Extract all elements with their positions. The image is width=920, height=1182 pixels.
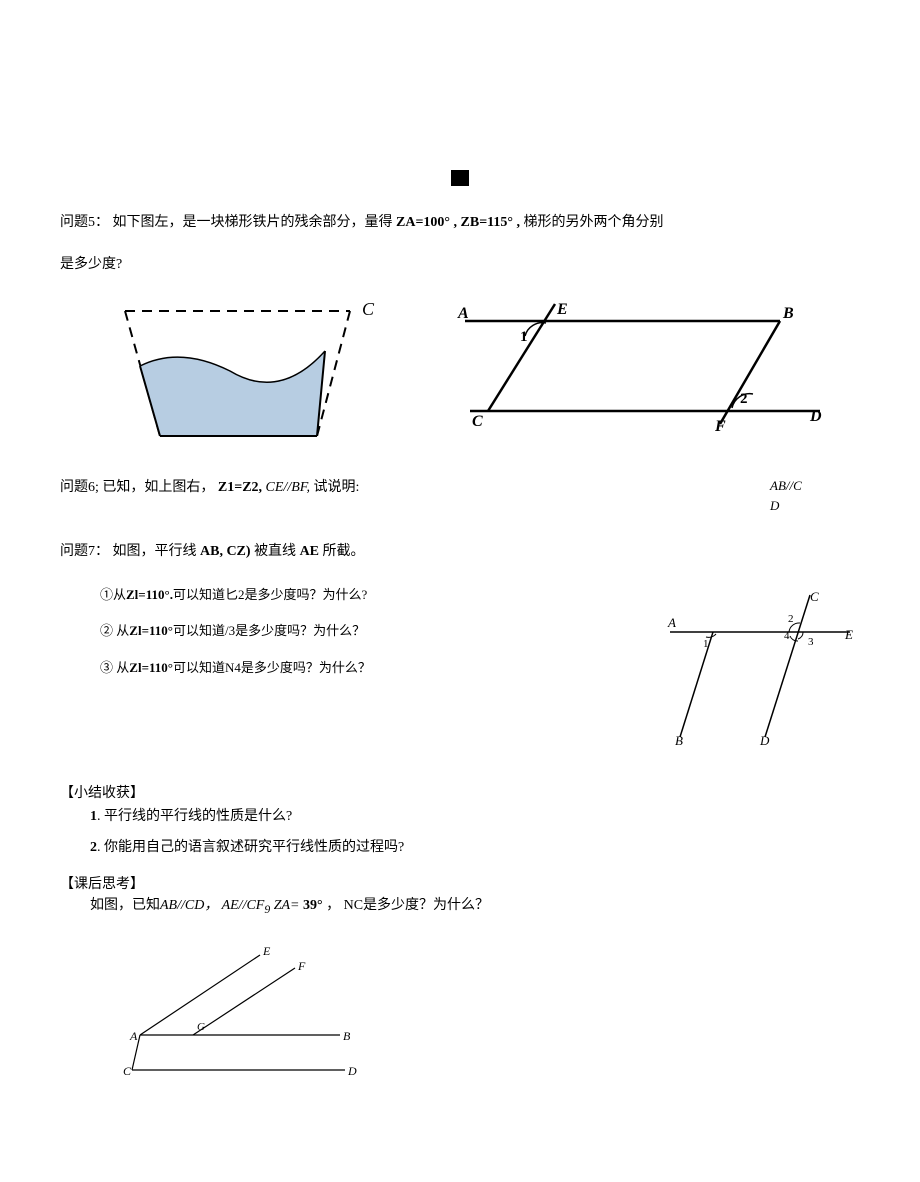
p7s3-prefix: 从 — [116, 660, 129, 675]
p7s2-rest: 可以知道/3是多少度吗？为什么？ — [173, 623, 365, 638]
problem6-prefix: 已知，如上图右， — [102, 480, 214, 495]
problem5-label: 问题5： — [60, 215, 109, 230]
problem7-sub1: ①从Zl=110°.可以知道匕2是多少度吗？为什么? — [100, 577, 371, 613]
trap-label-c: C — [362, 299, 375, 319]
svg-text:3: 3 — [808, 636, 814, 648]
problem6-eq: Z1=Z2, — [218, 480, 266, 495]
problem6-aside-l1: AB//C — [770, 476, 860, 496]
s2-num: 2 — [90, 840, 97, 855]
svg-text:2: 2 — [788, 613, 794, 625]
p7s2-prefix: 从 — [116, 623, 129, 638]
problem6-main: 问题6; 已知，如上图右， Z1=Z2, CE//BF, 试说明: — [60, 476, 770, 496]
svg-text:D: D — [347, 1064, 357, 1078]
problem6-parallel: CE//BF, — [266, 480, 310, 495]
problem7-block: 问题7： 如图，平行线 AB, CZ) 被直线 AE 所截。 ①从Zl=110°… — [60, 535, 860, 752]
s1-text: . 平行线的平行线的性质是什么? — [97, 809, 292, 824]
svg-text:F: F — [714, 418, 726, 435]
final-figure: A B C D E F G — [120, 940, 860, 1095]
problem7-subs: ①从Zl=110°.可以知道匕2是多少度吗？为什么? ② 从Zl=110°可以知… — [60, 577, 371, 686]
svg-text:E: E — [844, 627, 853, 642]
summary-item1: 1. 平行线的平行线的性质是什么? — [60, 802, 860, 833]
p7s3-num: ③ — [100, 660, 113, 675]
problem7-text2: 被直线 — [254, 544, 296, 559]
ac-deg: 39° — [303, 898, 326, 913]
problem7-sub2: ② 从Zl=110°可以知道/3是多少度吗？为什么？ — [100, 613, 371, 649]
svg-text:A: A — [129, 1029, 138, 1043]
s2-text: . 你能用自己的语言叙述研究平行线性质的过程吗? — [97, 840, 404, 855]
parallelogram-figure: A E B C F D 1 2 — [450, 296, 830, 451]
svg-text:F: F — [297, 959, 306, 973]
svg-text:B: B — [343, 1029, 351, 1043]
svg-text:G: G — [197, 1021, 205, 1033]
svg-text:E: E — [262, 944, 271, 958]
problem7-content-row: ①从Zl=110°.可以知道匕2是多少度吗？为什么? ② 从Zl=110°可以知… — [60, 577, 860, 752]
problem7-line: 问题7： 如图，平行线 AB, CZ) 被直线 AE 所截。 — [60, 535, 860, 569]
problem5-za: ZA=100° , ZB=115° , — [396, 215, 520, 230]
problem6-row: 问题6; 已知，如上图右， Z1=Z2, CE//BF, 试说明: AB//C … — [60, 476, 860, 515]
p7s1-rest: 可以知道匕2是多少度吗？为什么? — [173, 587, 367, 602]
svg-text:A: A — [457, 305, 469, 322]
p7s3-eq: Zl=110° — [129, 660, 173, 675]
s1-num: 1 — [90, 809, 97, 824]
problem7-text: 如图，平行线 — [113, 544, 197, 559]
afterclass-text: 如图，已知AB//CD， AE//CF9 ZA= 39° ， NC是多少度？为什… — [60, 893, 860, 920]
svg-text:D: D — [759, 733, 770, 747]
svg-text:D: D — [809, 408, 822, 425]
problem5-rest: 梯形的另外两个角分别 — [524, 215, 664, 230]
ac-p1: AB//CD， AE//CF — [160, 898, 264, 913]
ac-rest: ， NC是多少度？为什么？ — [326, 898, 489, 913]
problem7-lines: AB, CZ) — [200, 544, 251, 559]
svg-text:C: C — [123, 1064, 132, 1078]
p7s2-num: ② — [100, 623, 113, 638]
svg-text:B: B — [675, 733, 683, 747]
afterclass-section: 【课后思考】 如图，已知AB//CD， AE//CF9 ZA= 39° ， NC… — [60, 873, 860, 920]
figures-row-1: C A E B C F D 1 2 — [60, 291, 860, 456]
problem5-line1: 问题5： 如下图左，是一块梯形铁片的残余部分，量得 ZA=100° , ZB=1… — [60, 206, 860, 240]
svg-text:E: E — [556, 301, 568, 318]
problem5-text: 如下图左，是一块梯形铁片的残余部分，量得 — [113, 215, 393, 230]
problem6-suffix: 试说明: — [314, 480, 360, 495]
p7s3-rest: 可以知道N4是多少度吗？为什么？ — [173, 660, 371, 675]
afterclass-head: 【课后思考】 — [60, 873, 860, 893]
problem5-line2: 是多少度? — [60, 248, 860, 282]
ac-prefix: 如图，已知 — [90, 898, 160, 913]
summary-head: 【小结收获】 — [60, 782, 860, 802]
svg-text:C: C — [472, 413, 483, 430]
transversal-figure: A E B C D 1 2 3 4 — [660, 587, 860, 752]
problem7-sub3: ③ 从Zl=110°可以知道N4是多少度吗？为什么？ — [100, 650, 371, 686]
trapezoid-figure: C — [90, 291, 390, 456]
summary-item2: 2. 你能用自己的语言叙述研究平行线性质的过程吗? — [60, 833, 860, 864]
svg-text:1: 1 — [703, 638, 709, 650]
problem6-aside: AB//C D — [770, 476, 860, 515]
p7s2-eq: Zl=110° — [129, 623, 173, 638]
ac-p2: ZA= — [270, 898, 303, 913]
svg-text:B: B — [782, 305, 794, 322]
summary-section: 【小结收获】 1. 平行线的平行线的性质是什么? 2. 你能用自己的语言叙述研究… — [60, 782, 860, 864]
p7s1-prefix: ①从 — [100, 587, 126, 602]
problem6-label: 问题6; — [60, 480, 99, 495]
svg-text:C: C — [810, 589, 819, 604]
p7s1-eq: Zl=110°. — [126, 587, 173, 602]
problem7-ae: AE — [300, 544, 319, 559]
problem7-text3: 所截。 — [323, 544, 365, 559]
problem7-label: 问题7： — [60, 544, 109, 559]
header-mark — [451, 170, 469, 186]
svg-text:A: A — [667, 615, 676, 630]
problem6-aside-l2: D — [770, 496, 860, 516]
